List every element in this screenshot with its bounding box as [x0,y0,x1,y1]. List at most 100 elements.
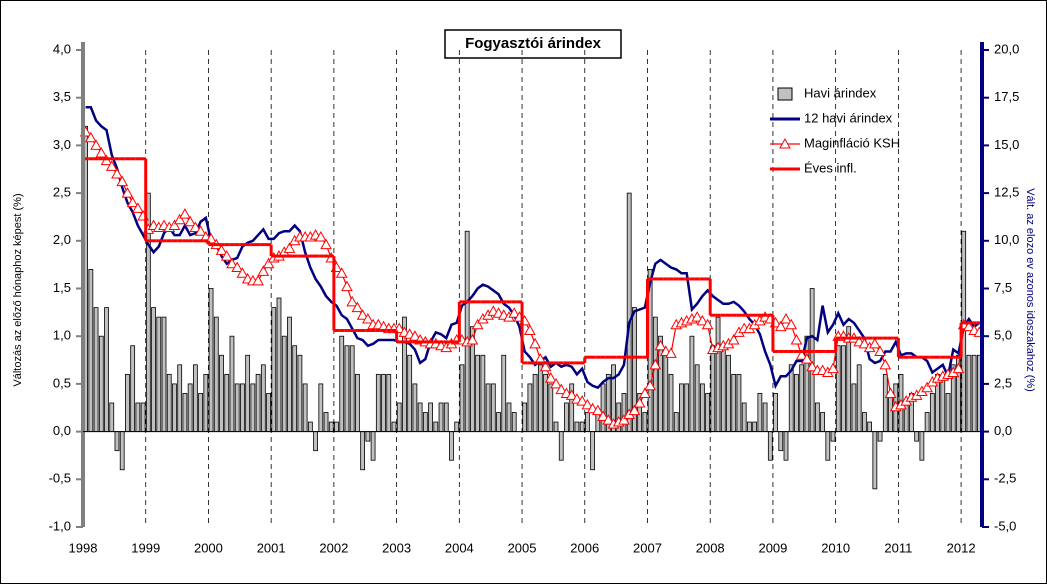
triangle-marker [952,362,965,374]
triangle-marker [874,345,886,356]
bar [773,393,778,433]
bar [788,364,794,433]
bar [172,383,177,432]
bar [433,421,439,432]
triangle-marker [649,358,662,370]
bar [454,421,460,432]
legend-label: Havi árindex [804,85,877,100]
triangle-marker [581,398,594,410]
title-box [444,29,622,59]
triangle-marker [602,414,615,425]
bar [757,393,763,433]
triangle-marker [121,187,134,198]
bar [297,354,303,432]
bar [940,373,946,432]
bar [464,230,470,432]
triangle-marker [544,372,557,383]
triangle-marker [283,242,296,253]
bar [443,402,449,433]
y2-axis-label: Vált. az elozo ev azonos idoszakahoz (%) [1024,188,1036,392]
bar [93,307,99,432]
bar [731,373,737,432]
triangle-marker [858,337,871,349]
bar [417,402,423,433]
triangle-marker [335,267,348,278]
y2-tick-label: 7,5 [994,280,1012,295]
triangle-marker [194,225,207,236]
bar [323,412,329,432]
y-tick-label: 2,5 [53,185,71,200]
y2-tick-label: 2,5 [994,375,1012,390]
bar [182,393,188,433]
y2-tick-label: 12,5 [994,185,1019,200]
bar [851,383,857,432]
y2-tick-label: 5,0 [994,328,1012,343]
bar [307,421,313,432]
bar [558,431,564,461]
y-tick-label: -0,5 [49,471,71,486]
triangle-marker [780,312,792,324]
triangle-marker [116,175,129,187]
triangle-marker [691,311,703,322]
triangle-marker [168,219,181,231]
triangle-marker [341,280,353,292]
bar [794,373,799,432]
bar [98,335,104,433]
x-tick-label: 2001 [257,540,286,555]
bar [872,431,878,490]
triangle-marker [644,379,656,391]
triangle-marker [471,318,484,330]
legend-swatch [777,87,793,101]
line-series [85,105,981,390]
x-tick-label: 2006 [570,540,599,555]
triangle-marker [597,410,609,421]
bar [490,383,496,432]
bar [595,412,601,432]
y2-tick-label: 10,0 [994,232,1019,247]
triangle-marker [95,147,108,158]
bar [328,421,334,432]
bar [537,364,543,433]
bar [114,431,120,452]
triangle-marker [696,314,709,326]
bar [349,345,355,432]
bar [642,412,648,432]
triangle-marker [550,377,562,389]
bar [820,412,825,432]
bar [250,383,256,432]
y-tick-label: 0,5 [53,375,71,390]
bar [532,373,538,432]
bar [151,307,156,432]
bar [192,364,198,433]
bar [203,373,209,432]
bar [339,335,345,433]
bar [799,364,805,433]
bar [679,383,684,432]
bar [877,431,883,442]
bar [156,316,162,432]
bar [260,364,266,433]
triangle-marker [701,318,714,330]
x-tick-label: 1998 [69,540,98,555]
triangle-marker [827,362,839,374]
bar [705,393,710,433]
x-tick-label: 2003 [382,540,411,555]
triangle-marker [314,230,327,242]
x-tick-label: 2010 [821,540,850,555]
bar [198,393,203,433]
bar [867,421,873,432]
triangle-marker [393,322,406,334]
bar [276,297,282,433]
bar [830,431,836,442]
bar [119,431,125,471]
x-tick-label: 2002 [319,540,348,555]
y2-tick-label: -5,0 [994,518,1016,533]
bar [699,383,705,432]
triangle-marker [921,381,933,393]
bar [125,373,130,432]
bar [574,421,580,432]
legend-marker [779,137,791,149]
triangle-marker [226,257,238,269]
triangle-marker [231,261,244,273]
bar [762,402,768,433]
